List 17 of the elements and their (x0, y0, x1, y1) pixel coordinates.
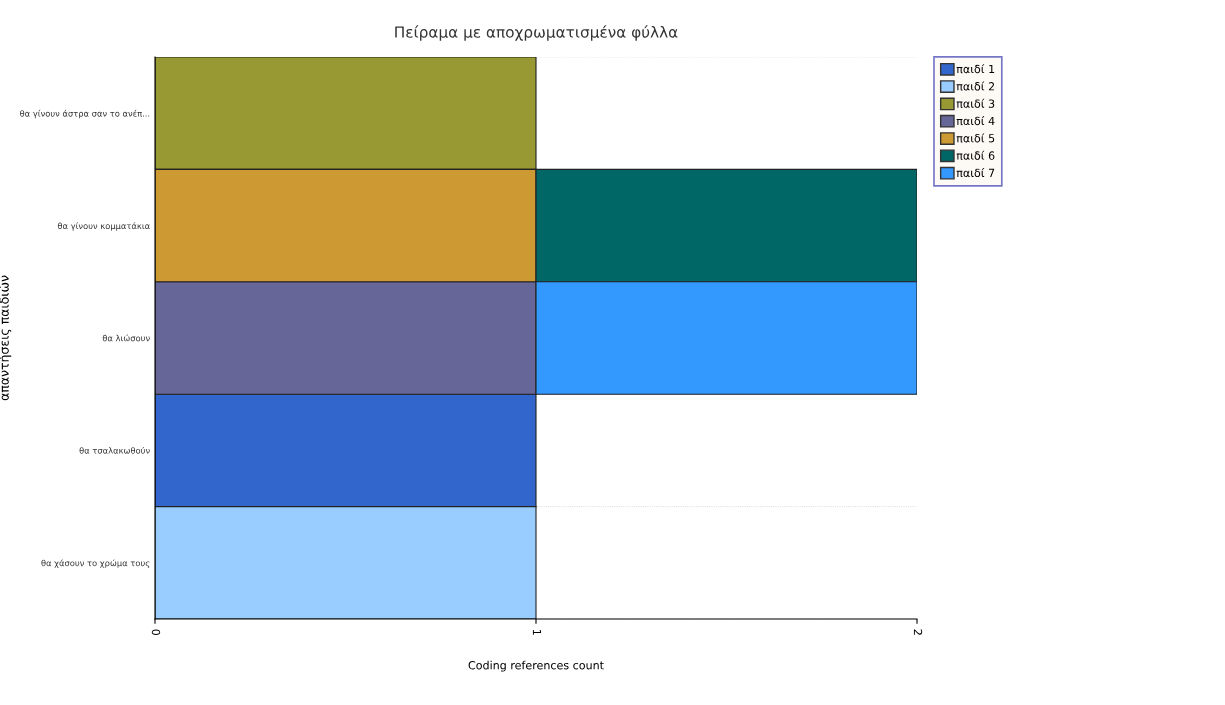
legend-label: παιδί 2 (956, 81, 995, 91)
legend-label: παιδί 6 (956, 150, 995, 160)
chart-title: Πείραμα με αποχρωματισμένα φύλλα (395, 25, 678, 41)
y-tick-label: θα χάσουν το χρώμα τους (41, 559, 150, 568)
legend-label: παιδί 4 (956, 116, 995, 126)
x-tick-label: 0 (151, 629, 161, 636)
x-axis-title: Coding references count (468, 660, 604, 672)
x-tick-label: 2 (913, 629, 923, 635)
legend-label: παιδί 3 (956, 98, 995, 108)
x-tick-label: 1 (532, 629, 542, 635)
y-tick-label: θα τσαλακωθούν (79, 446, 150, 454)
legend-label: παιδί 1 (956, 64, 995, 74)
y-tick-label: θα γίνουν κομματάκια (57, 222, 150, 231)
legend-label: παιδί 7 (956, 168, 995, 178)
legend-label: παιδί 5 (956, 133, 995, 143)
y-tick-label: θα γίνουν άστρα σαν το ανέπ... (20, 109, 150, 119)
y-tick-label: θα λιώσουν (102, 334, 150, 342)
